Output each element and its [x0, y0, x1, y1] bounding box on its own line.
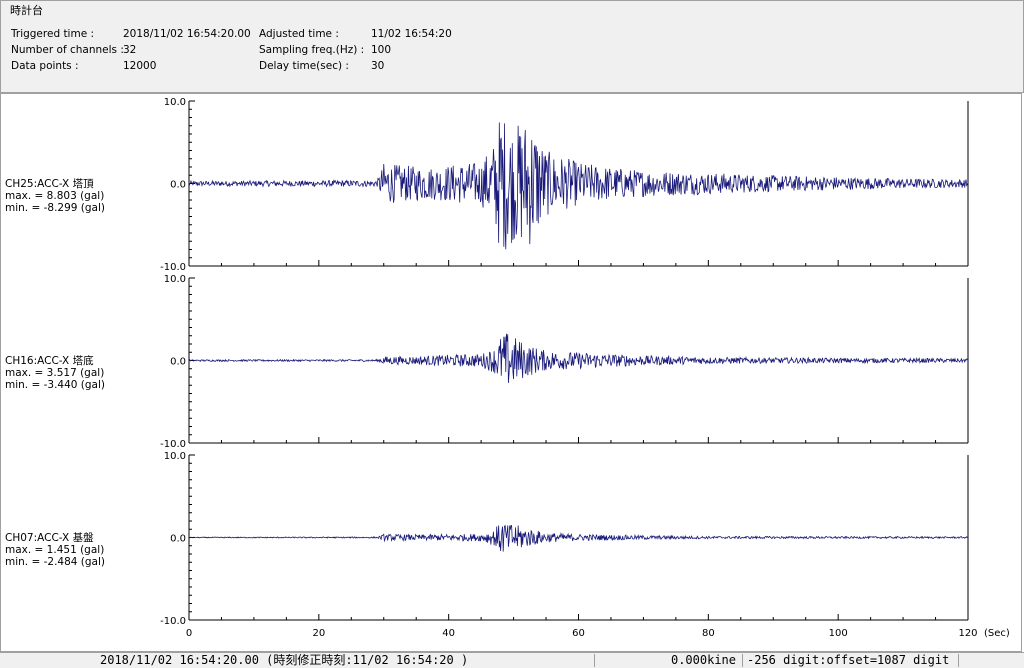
status-empty — [958, 654, 1024, 667]
x-tick-label: 20 — [312, 628, 325, 639]
channels-value: 32 — [123, 44, 137, 56]
waveform-plot-area[interactable]: 10.0 0.0 -10.0 10.0 0.0 -10.0 10.0 0.0 -10.0 0 20 4… — [0, 93, 1022, 652]
adjusted-time-label: Adjusted time : — [259, 28, 339, 40]
channel-3-name: CH07:ACC-X 基盤 — [5, 532, 94, 544]
x-tick-label: 0 — [186, 628, 192, 639]
panel-3-y-tick-label: 10.0 — [164, 451, 186, 462]
channel-2-min: min. = -3.440 (gal) — [5, 379, 106, 391]
channel-2-label: CH16:ACC-X 塔底 max. = 3.517 (gal) min. = … — [5, 355, 105, 391]
x-tick-label: 120 — [958, 628, 977, 639]
channel-3-max: max. = 1.451 (gal) — [5, 544, 105, 556]
panel-2-y-tick-label: 10.0 — [164, 274, 186, 285]
triggered-time-label: Triggered time : — [11, 28, 95, 40]
panel-3-y-tick-label: -10.0 — [160, 616, 186, 627]
channel-2-max: max. = 3.517 (gal) — [5, 367, 105, 379]
x-unit-label: (Sec) — [984, 628, 1010, 639]
panel-3-waveform — [188, 524, 969, 552]
x-tick-label: 40 — [442, 628, 455, 639]
panel-3-y-tick-label: 0.0 — [170, 534, 186, 545]
channels-label: Number of channels : — [11, 44, 124, 56]
panel-1-y-tick-label: 0.0 — [170, 180, 186, 191]
status-time: 2018/11/02 16:54:20.00 (時刻修正時刻:11/02 16:… — [100, 654, 469, 667]
x-tick-label: 80 — [702, 628, 715, 639]
waveform-chart: 10.00.0-10.010.00.0-10.010.00.0-10.00 20 4… — [160, 97, 1010, 639]
data-points-value: 12000 — [123, 60, 157, 72]
status-digit: -256 digit:offset=1087 digit — [742, 654, 956, 667]
status-bar: 2018/11/02 16:54:20.00 (時刻修正時刻:11/02 16:… — [0, 652, 1024, 668]
panel-2-y-tick-label: 0.0 — [170, 357, 186, 368]
x-tick-label: 60 — [572, 628, 585, 639]
data-points-label: Data points : — [11, 60, 79, 72]
channel-2-name: CH16:ACC-X 塔底 — [5, 355, 94, 367]
status-kine: 0.000kine — [594, 654, 740, 667]
triggered-time-value: 2018/11/02 16:54:20.00 — [123, 28, 251, 40]
panel-1-waveform — [188, 122, 969, 250]
panel-2-waveform — [188, 333, 969, 383]
station-title: 時計台 — [10, 4, 43, 17]
sampling-freq-value: 100 — [371, 44, 392, 56]
channel-1-max: max. = 8.803 (gal) — [5, 190, 105, 202]
panel-2-y-tick-label: -10.0 — [160, 439, 186, 450]
record-info-panel: 時計台 Triggered time : 2018/11/02 16:54:20… — [0, 0, 1024, 93]
channel-3-min: min. = -2.484 (gal) — [5, 556, 106, 568]
delay-time-value: 30 — [371, 60, 385, 72]
panel-1-y-tick-label: -10.0 — [160, 262, 186, 273]
channel-1-label: CH25:ACC-X 塔頂 max. = 8.803 (gal) min. = … — [5, 178, 105, 214]
adjusted-time-value: 11/02 16:54:20 — [371, 28, 452, 40]
channel-3-label: CH07:ACC-X 基盤 max. = 1.451 (gal) min. = … — [5, 532, 105, 568]
channel-1-min: min. = -8.299 (gal) — [5, 202, 106, 214]
delay-time-label: Delay time(sec) : — [259, 60, 349, 72]
sampling-freq-label: Sampling freq.(Hz) : — [259, 44, 365, 56]
x-tick-label: 100 — [829, 628, 848, 639]
channel-1-name: CH25:ACC-X 塔頂 — [5, 178, 94, 190]
panel-1-y-tick-label: 10.0 — [164, 97, 186, 108]
